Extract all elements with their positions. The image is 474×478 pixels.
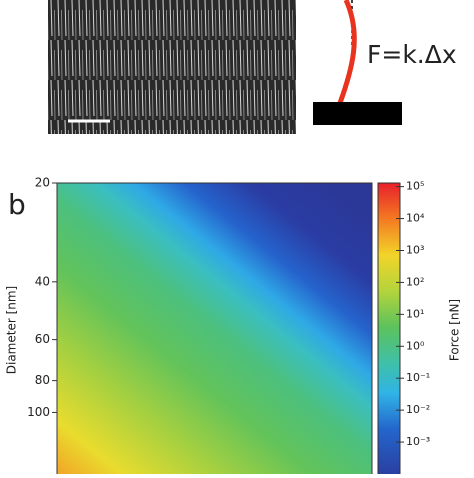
- colorbar-tick-label: 10⁰: [406, 339, 425, 352]
- sem-image: [48, 0, 296, 134]
- heatmap: [56, 182, 373, 478]
- y-tick-label: 60: [35, 332, 50, 346]
- colorbar-tick-label: 10³: [406, 243, 424, 256]
- y-tick-label: 40: [35, 274, 50, 288]
- equation: F=k.Δx: [367, 40, 457, 69]
- y-tick-label: 100: [27, 405, 50, 419]
- y-axis-label: Diameter [nm]: [5, 286, 19, 375]
- colorbar-tick-label: 10⁻³: [406, 435, 430, 448]
- colorbar-tick-label: 10²: [406, 275, 424, 288]
- substrate: [313, 102, 402, 125]
- colorbar-tick-label: 10⁻¹: [406, 371, 430, 384]
- colorbar: [377, 182, 401, 478]
- colorbar-tick-label: 10⁴: [406, 212, 425, 225]
- colorbar-tick-label: 10⁵: [406, 180, 424, 193]
- colorbar-label: Force [nN]: [448, 299, 462, 361]
- panel-label: b: [8, 188, 26, 221]
- colorbar-tick-label: 10⁻²: [406, 403, 430, 416]
- bent-wire: [337, 0, 357, 104]
- colorbar-tick-label: 10¹: [406, 307, 424, 320]
- y-tick-label: 80: [35, 373, 50, 387]
- y-tick-label: 20: [35, 176, 50, 190]
